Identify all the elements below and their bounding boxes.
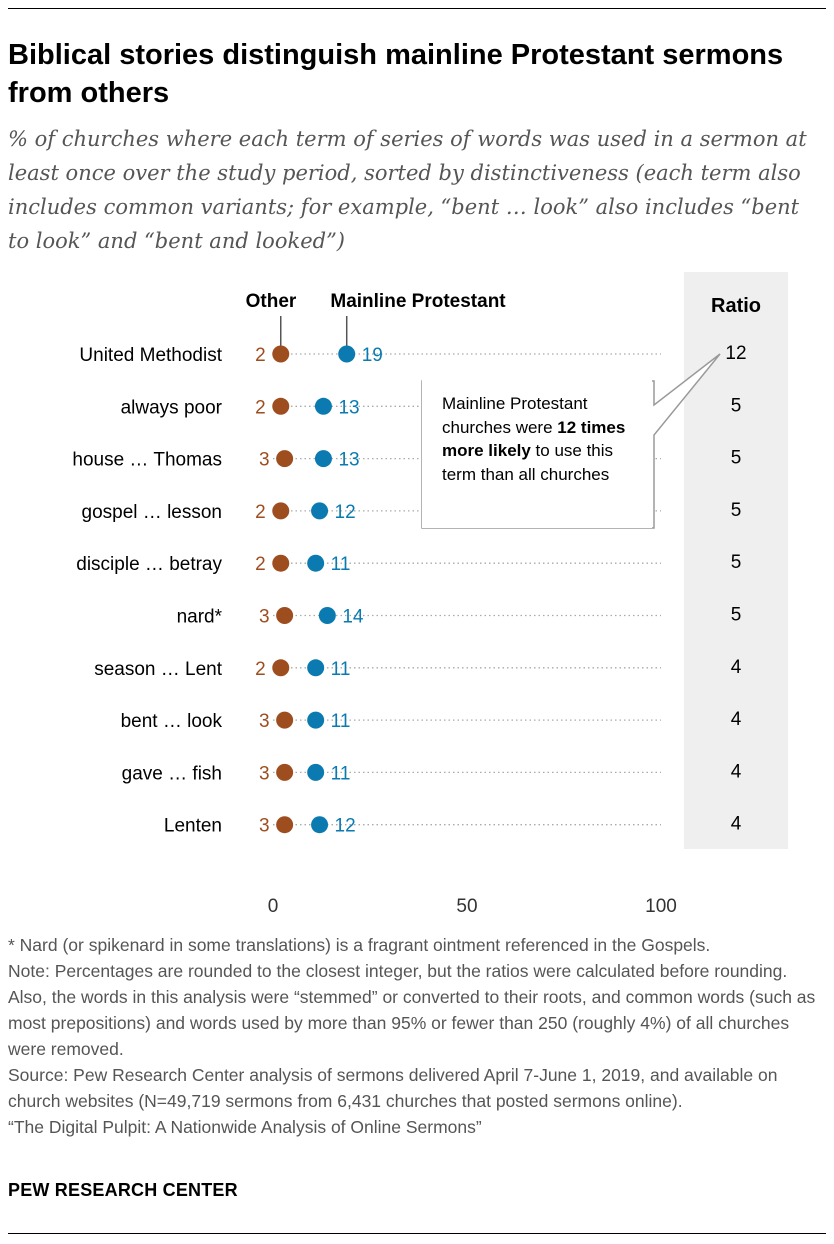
x-tick-label: 0 <box>268 896 279 917</box>
top-rule <box>8 8 826 9</box>
mainline-value-label: 14 <box>342 607 364 628</box>
ratio-value: 4 <box>731 709 742 730</box>
mainline-dot <box>307 659 325 677</box>
category-label: house … Thomas <box>72 450 222 471</box>
mainline-value-label: 19 <box>362 345 383 366</box>
ratio-value: 5 <box>731 395 742 416</box>
other-value-label: 3 <box>259 763 270 784</box>
ratio-value: 5 <box>731 552 742 573</box>
mainline-dot <box>307 711 325 729</box>
other-value-label: 2 <box>255 345 266 366</box>
category-label: nard* <box>177 607 223 628</box>
chart-title: Biblical stories distinguish mainline Pr… <box>8 39 784 109</box>
footnote-note: Note: Percentages are rounded to the clo… <box>8 961 816 1059</box>
mainline-dot <box>338 345 356 363</box>
mainline-dot <box>311 502 329 520</box>
other-dot <box>276 816 294 834</box>
mainline-value-label: 11 <box>331 659 351 680</box>
mainline-dot <box>314 450 332 468</box>
mainline-value-label: 13 <box>338 450 359 471</box>
other-value-label: 3 <box>259 607 270 628</box>
ratio-callout: Mainline Protestant churches were 12 tim… <box>422 380 652 528</box>
pew-logo-text: PEW RESEARCH CENTER <box>8 1180 238 1200</box>
other-value-label: 2 <box>255 397 266 418</box>
footnote-report: “The Digital Pulpit: A Nationwide Analys… <box>8 1117 482 1137</box>
other-dot <box>276 763 294 781</box>
other-value-label: 2 <box>255 554 266 575</box>
legend-other-label: Other <box>246 291 297 312</box>
category-label: always poor <box>121 397 223 418</box>
other-dot <box>276 607 294 624</box>
other-value-label: 2 <box>255 502 266 523</box>
category-label: United Methodist <box>79 345 222 366</box>
ratio-value: 12 <box>725 343 746 364</box>
ratio-value: 4 <box>731 761 742 782</box>
footnotes: * Nard (or spikenard in some translation… <box>8 932 826 1140</box>
other-value-label: 3 <box>259 450 270 471</box>
category-label: gospel … lesson <box>82 502 222 523</box>
other-dot <box>272 345 290 363</box>
mainline-value-label: 11 <box>331 763 351 784</box>
other-dot <box>272 554 290 572</box>
other-dot <box>276 711 294 729</box>
chart-subtitle: % of churches where each term of series … <box>8 127 807 253</box>
mainline-dot <box>307 554 325 572</box>
category-label: season … Lent <box>94 659 223 680</box>
other-dot <box>272 502 290 520</box>
mainline-value-label: 13 <box>338 397 359 418</box>
ratio-value: 5 <box>731 500 742 521</box>
x-tick-label: 100 <box>645 896 677 917</box>
footnote-source: Source: Pew Research Center analysis of … <box>8 1065 778 1111</box>
ratio-value: 4 <box>731 814 742 835</box>
other-dot <box>272 397 290 415</box>
ratio-value: 5 <box>731 448 742 469</box>
ratio-header: Ratio <box>711 295 761 317</box>
category-label: Lenten <box>164 816 222 837</box>
mainline-dot <box>307 763 325 781</box>
mainline-value-label: 11 <box>331 711 351 732</box>
mainline-dot <box>318 607 336 624</box>
mainline-value-label: 12 <box>335 502 356 523</box>
mainline-dot <box>311 816 329 834</box>
callout-text-bold: 12 times more likely <box>442 417 626 461</box>
other-dot <box>272 659 290 677</box>
other-value-label: 3 <box>259 711 270 732</box>
other-value-label: 2 <box>255 659 266 680</box>
other-value-label: 3 <box>259 816 270 837</box>
category-label: disciple … betray <box>76 554 222 575</box>
x-tick-label: 50 <box>456 896 477 917</box>
bottom-rule <box>8 1233 826 1234</box>
ratio-value: 5 <box>731 605 742 626</box>
mainline-value-label: 12 <box>335 816 356 837</box>
ratio-value: 4 <box>731 657 742 678</box>
footnote-nard: * Nard (or spikenard in some translation… <box>8 935 711 955</box>
category-label: bent … look <box>121 711 223 732</box>
other-dot <box>276 450 294 468</box>
legend-mainline-label: Mainline Protestant <box>330 291 506 312</box>
mainline-value-label: 11 <box>331 554 351 575</box>
dot-plot-chart: Ratio Other Mainline Protestant United Meth… <box>72 272 788 917</box>
callout-text-after: to use this term than all churches <box>442 441 614 484</box>
category-label: gave … fish <box>122 763 222 784</box>
callout-text-before: Mainline Protestant churches were <box>442 394 588 437</box>
mainline-dot <box>314 397 332 415</box>
